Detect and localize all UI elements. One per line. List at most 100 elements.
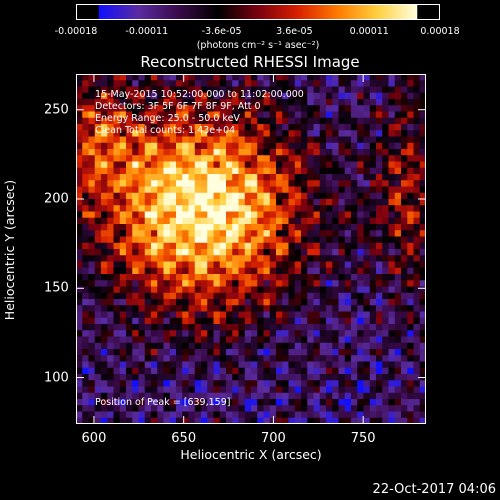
heatmap-cell xyxy=(207,255,214,262)
heatmap-cell xyxy=(257,130,264,137)
heatmap-cell xyxy=(276,105,283,112)
heatmap-cell xyxy=(269,224,277,231)
heatmap-cell xyxy=(132,330,139,337)
heatmap-cell xyxy=(213,280,221,287)
heatmap-cell xyxy=(169,167,177,175)
heatmap-cell xyxy=(357,405,364,412)
heatmap-cell xyxy=(226,192,233,200)
heatmap-cell xyxy=(76,336,83,344)
heatmap-cell xyxy=(294,405,302,412)
heatmap-cell xyxy=(163,92,171,100)
heatmap-cell xyxy=(163,180,171,187)
heatmap-cell xyxy=(301,374,308,381)
heatmap-cell xyxy=(338,305,346,312)
heatmap-cell xyxy=(294,280,302,287)
heatmap-cell xyxy=(107,292,114,300)
heatmap-cell xyxy=(151,136,158,144)
heatmap-cell xyxy=(151,255,158,262)
heatmap-cell xyxy=(288,149,296,156)
heatmap-cell xyxy=(238,161,246,169)
heatmap-cell xyxy=(219,130,227,137)
heatmap-cell xyxy=(401,405,408,412)
heatmap-cell xyxy=(226,124,233,131)
heatmap-cell xyxy=(257,224,264,231)
heatmap-cell xyxy=(244,186,252,194)
heatmap-cell xyxy=(94,80,102,87)
heatmap-cell xyxy=(394,392,402,400)
heatmap-cell xyxy=(344,349,352,356)
heatmap-cell xyxy=(182,174,189,181)
heatmap-cell xyxy=(413,324,421,331)
heatmap-cell xyxy=(76,86,83,94)
plot-frame xyxy=(76,74,426,424)
heatmap-cell xyxy=(376,230,383,237)
heatmap-cell xyxy=(176,399,183,406)
heatmap-cell xyxy=(157,280,164,287)
heatmap-cell xyxy=(232,142,239,150)
heatmap-cell xyxy=(388,74,396,81)
heatmap-cell xyxy=(269,174,277,181)
heatmap-cell xyxy=(207,417,214,424)
heatmap-cell xyxy=(269,317,277,325)
heatmap-cell xyxy=(332,130,339,137)
heatmap-cell xyxy=(82,224,89,231)
heatmap-cell xyxy=(419,330,426,337)
x-tick-label: 650 xyxy=(171,431,197,446)
heatmap-cell xyxy=(369,317,377,325)
heatmap-cell xyxy=(326,224,333,231)
heatmap-cell xyxy=(301,292,308,300)
heatmap-cell xyxy=(176,199,183,206)
heatmap-cell xyxy=(276,280,283,287)
heatmap-cell xyxy=(213,111,221,119)
heatmap-cell xyxy=(338,86,346,94)
heatmap-cell xyxy=(357,280,364,287)
heatmap-cell xyxy=(376,324,383,331)
heatmap-cell xyxy=(207,149,214,156)
heatmap-cell xyxy=(394,261,402,269)
heatmap-cell xyxy=(407,236,414,244)
heatmap-cell xyxy=(376,192,383,200)
heatmap-cell xyxy=(401,336,408,344)
heatmap-cell xyxy=(319,105,327,112)
heatmap-cell xyxy=(238,92,246,100)
heatmap-cell xyxy=(407,205,414,212)
heatmap-cell xyxy=(94,142,102,150)
heatmap-cell xyxy=(357,324,364,331)
heatmap-cell xyxy=(269,124,277,131)
heatmap-cell xyxy=(182,255,189,262)
heatmap-cell xyxy=(419,205,426,212)
heatmap-cell xyxy=(126,392,133,400)
heatmap-cell xyxy=(82,267,89,275)
heatmap-cell xyxy=(213,174,221,181)
heatmap-cell xyxy=(238,349,246,356)
heatmap-cell xyxy=(119,174,127,181)
heatmap-cell xyxy=(169,336,177,344)
heatmap-cell xyxy=(301,236,308,244)
heatmap-cell xyxy=(194,180,202,187)
heatmap-cell xyxy=(169,299,177,306)
heatmap-cell xyxy=(213,211,221,219)
heatmap-cell xyxy=(251,374,258,381)
heatmap-cell xyxy=(138,380,146,387)
heatmap-cell xyxy=(176,361,183,369)
heatmap-cell xyxy=(188,242,196,250)
heatmap-cell xyxy=(163,405,171,412)
heatmap-cell xyxy=(344,180,352,187)
heatmap-cell xyxy=(276,311,283,319)
heatmap-cell xyxy=(201,142,208,150)
heatmap-cell xyxy=(332,361,339,369)
heatmap-cell xyxy=(363,111,371,119)
heatmap-cell xyxy=(407,255,414,262)
heatmap-cell xyxy=(276,186,283,194)
heatmap-cell xyxy=(119,336,127,344)
heatmap-cell xyxy=(382,311,389,319)
heatmap-cell xyxy=(363,117,371,125)
heatmap-cell xyxy=(407,292,414,300)
heatmap-cell xyxy=(301,74,308,81)
heatmap-cell xyxy=(326,124,333,131)
heatmap-cell xyxy=(344,186,352,194)
heatmap-cell xyxy=(351,261,358,269)
heatmap-cell xyxy=(382,261,389,269)
heatmap-cell xyxy=(219,149,227,156)
heatmap-cell xyxy=(269,105,277,112)
